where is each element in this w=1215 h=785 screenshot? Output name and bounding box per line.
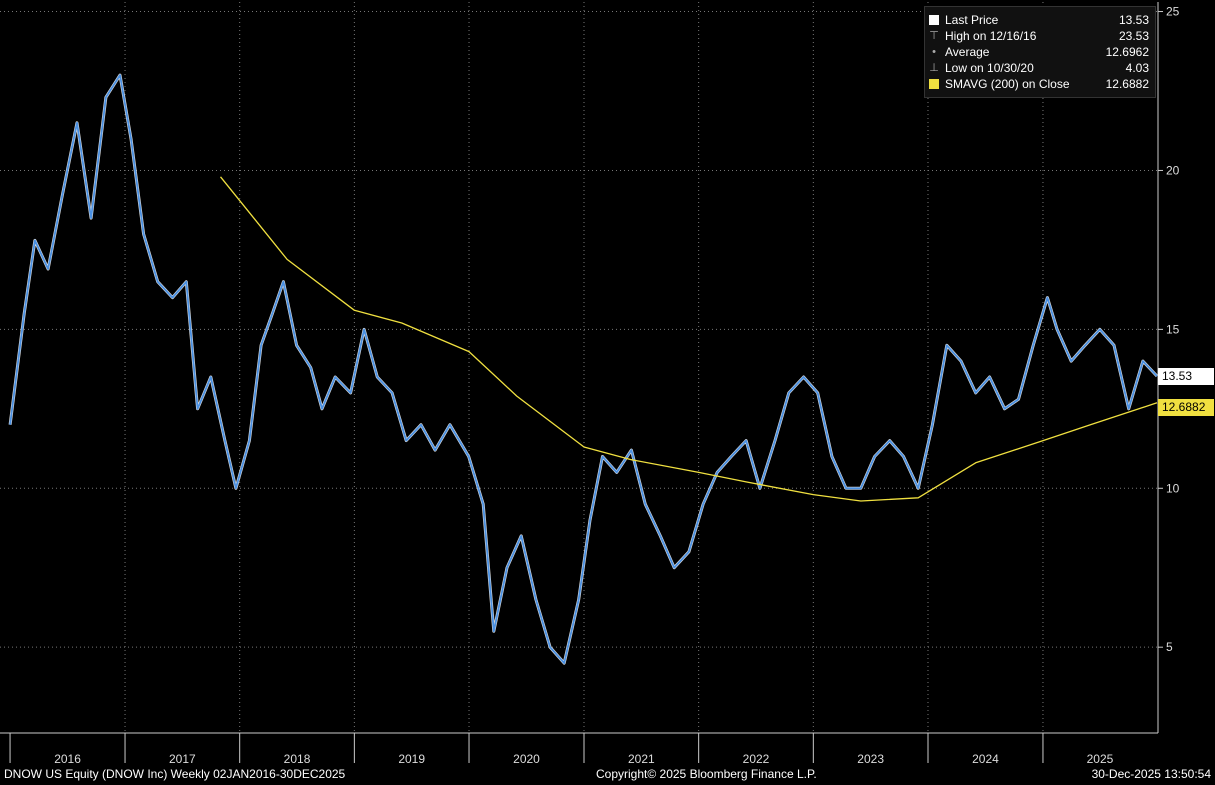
- x-tick-label: 2019: [398, 752, 425, 766]
- footer-copyright: Copyright© 2025 Bloomberg Finance L.P.: [596, 767, 817, 781]
- y-tick-label: 10: [1166, 481, 1180, 495]
- footer-security: DNOW US Equity (DNOW Inc) Weekly 02JAN20…: [4, 767, 346, 781]
- legend-label: Average: [945, 45, 990, 59]
- x-tick-label: 2020: [513, 752, 540, 766]
- sma-series-line: [219, 176, 1158, 502]
- sma-tag: 12.6882: [1158, 398, 1214, 416]
- footer-timestamp: 30-Dec-2025 13:50:54: [1091, 767, 1211, 781]
- chart-legend: Last Price 13.53 ⊤ High on 12/16/16 23.53 • Av…: [924, 6, 1156, 98]
- y-tick-label: 25: [1166, 5, 1180, 19]
- low-marker-icon: ⊥: [929, 62, 939, 74]
- legend-label: High on 12/16/16: [945, 29, 1037, 43]
- legend-swatch-icon: [929, 15, 939, 25]
- y-tick-label: 20: [1166, 163, 1180, 177]
- x-tick-label: 2018: [284, 752, 311, 766]
- y-tick-label: 5: [1166, 640, 1173, 654]
- legend-entry: • Average 12.6962: [929, 44, 1149, 60]
- x-tick-label: 2022: [743, 752, 770, 766]
- x-tick-label: 2025: [1087, 752, 1114, 766]
- x-tick-label: 2021: [628, 752, 655, 766]
- high-marker-icon: ⊤: [929, 30, 939, 42]
- legend-value: 13.53: [1118, 13, 1149, 27]
- last-price-tag: 13.53: [1158, 368, 1214, 386]
- legend-label: Last Price: [945, 13, 999, 27]
- x-tick-label: 2024: [972, 752, 999, 766]
- legend-entry: Last Price 13.53: [929, 12, 1149, 28]
- avg-marker-icon: •: [932, 46, 936, 58]
- legend-entry: ⊤ High on 12/16/16 23.53: [929, 28, 1149, 44]
- y-tick-label: 15: [1166, 322, 1180, 336]
- legend-value: 12.6962: [1105, 45, 1149, 59]
- price-series-line: [9, 74, 1158, 664]
- legend-swatch-icon: [929, 79, 939, 89]
- x-tick-label: 2023: [857, 752, 884, 766]
- legend-value: 4.03: [1125, 61, 1149, 75]
- x-tick-label: 2017: [169, 752, 196, 766]
- x-tick-label: 2016: [54, 752, 81, 766]
- legend-value: 23.53: [1118, 29, 1149, 43]
- legend-label: Low on 10/30/20: [945, 61, 1034, 75]
- legend-label: SMAVG (200) on Close: [945, 77, 1070, 91]
- legend-value: 12.6882: [1105, 77, 1149, 91]
- legend-entry: SMAVG (200) on Close 12.6882: [929, 76, 1149, 92]
- legend-entry: ⊥ Low on 10/30/20 4.03: [929, 60, 1149, 76]
